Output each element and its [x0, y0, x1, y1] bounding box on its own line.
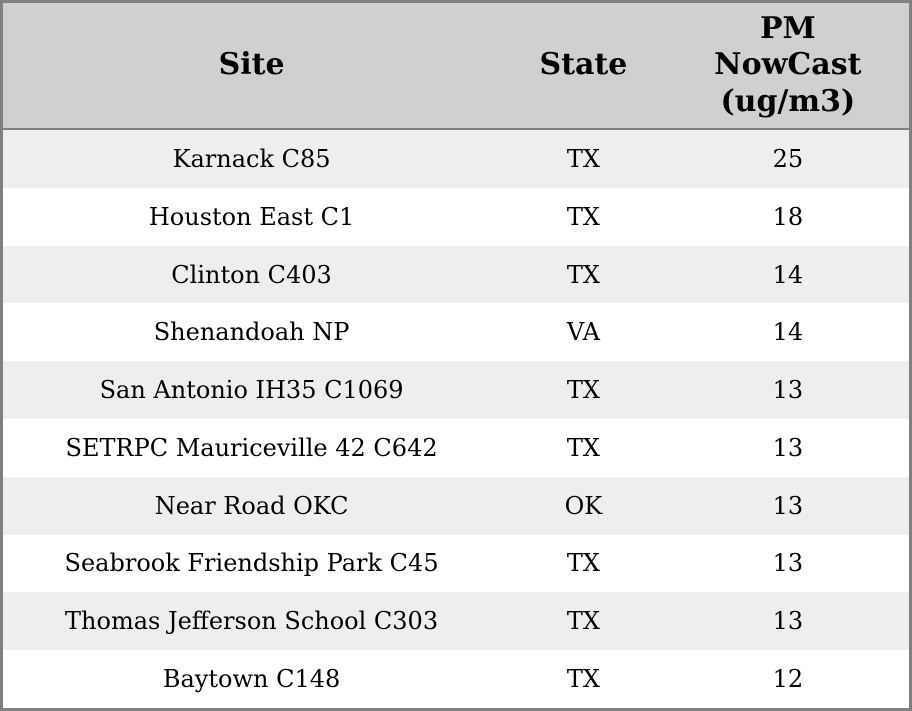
header-row: Site State PM NowCast (ug/m3) — [1, 1, 911, 130]
state-cell: TX — [566, 607, 600, 636]
site-cell: SETRPC Mauriceville 42 C642 — [65, 433, 438, 462]
site-cell: Shenandoah NP — [153, 318, 350, 347]
state-cell: TX — [566, 433, 600, 462]
site-cell: Seabrook Friendship Park C45 — [64, 549, 439, 578]
site-cell: Houston East C1 — [148, 202, 355, 231]
state-cell: TX — [566, 665, 600, 694]
table-row: Karnack C85 TX 25 — [1, 129, 911, 188]
table-row: Houston East C1 TX 18 — [1, 187, 911, 246]
table-header: Site State PM NowCast (ug/m3) — [1, 1, 911, 130]
table-row: Shenandoah NP VA 14 — [1, 303, 911, 362]
pm-nowcast-cell: 13 — [772, 491, 804, 520]
site-cell: Baytown C148 — [162, 665, 341, 694]
pm-nowcast-cell: 14 — [772, 260, 804, 289]
pm-nowcast-cell: 25 — [772, 144, 804, 173]
pm-nowcast-cell: 12 — [772, 665, 804, 694]
pm-nowcast-cell: 13 — [772, 607, 804, 636]
state-cell: TX — [566, 202, 600, 231]
state-cell: TX — [566, 549, 600, 578]
table-row: SETRPC Mauriceville 42 C642 TX 13 — [1, 418, 911, 477]
state-cell: OK — [564, 491, 603, 520]
column-header-pm-nowcast: PM NowCast (ug/m3) — [666, 1, 911, 130]
site-cell: Near Road OKC — [154, 491, 349, 520]
site-cell: San Antonio IH35 C1069 — [99, 376, 404, 405]
state-cell: TX — [566, 260, 600, 289]
column-header-state: State — [500, 1, 667, 130]
state-cell: VA — [566, 318, 600, 347]
site-cell: Karnack C85 — [172, 144, 331, 173]
table-row: Baytown C148 TX 12 — [1, 650, 911, 710]
site-cell: Thomas Jefferson School C303 — [65, 607, 439, 636]
state-cell: TX — [566, 376, 600, 405]
pm-nowcast-cell: 13 — [772, 433, 804, 462]
table-row: San Antonio IH35 C1069 TX 13 — [1, 361, 911, 419]
pm-nowcast-cell: 13 — [772, 376, 804, 405]
table-row: Seabrook Friendship Park C45 TX 13 — [1, 534, 911, 593]
table-body: Karnack C85 TX 25 Houston East C1 TX 18 … — [1, 129, 911, 710]
pm-nowcast-cell: 14 — [772, 318, 804, 347]
state-cell: TX — [566, 144, 600, 173]
site-cell: Clinton C403 — [171, 260, 332, 289]
column-header-site: Site — [1, 1, 501, 130]
table-row: Thomas Jefferson School C303 TX 13 — [1, 592, 911, 651]
pm-nowcast-cell: 18 — [772, 202, 804, 231]
table-row: Near Road OKC OK 13 — [1, 476, 911, 535]
pm-nowcast-cell: 13 — [772, 549, 804, 578]
table-row: Clinton C403 TX 14 — [1, 245, 911, 304]
